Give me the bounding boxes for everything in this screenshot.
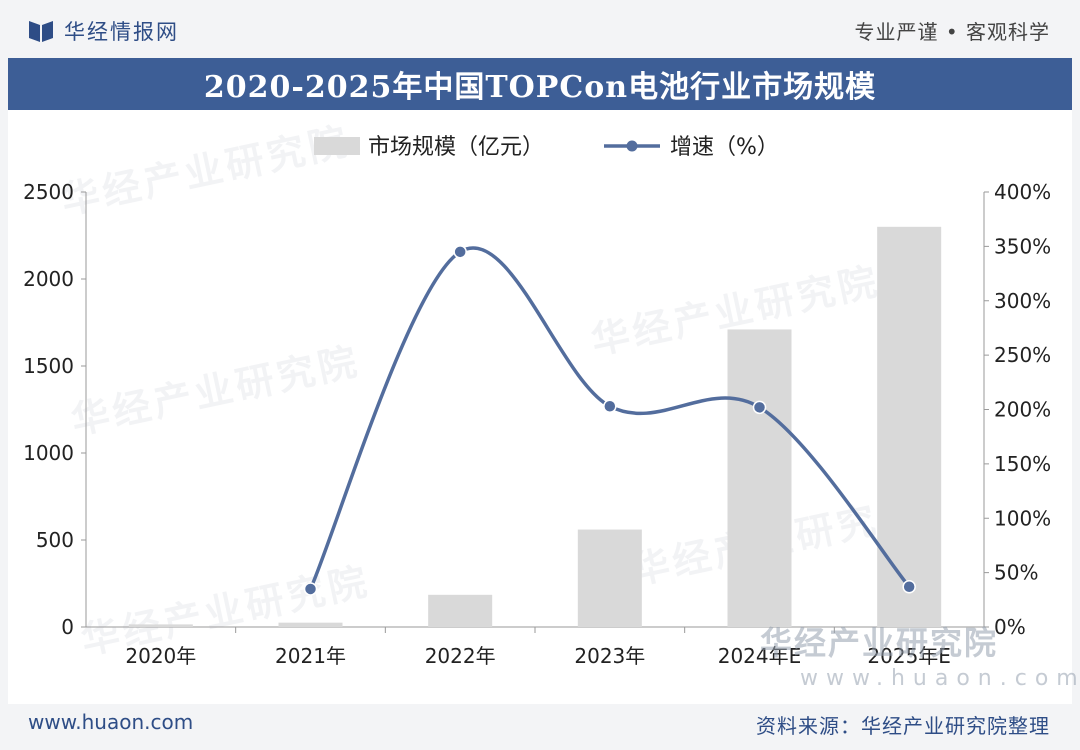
growth-point — [603, 399, 617, 413]
bar — [128, 624, 193, 627]
growth-point — [303, 582, 318, 596]
y-right-tick-label: 200% — [994, 398, 1051, 422]
page-title: 2020-2025年中国TOPCon电池行业市场规模 — [203, 70, 877, 105]
watermark-brand-large: 华经产业研究院 — [760, 624, 999, 662]
footer-url-link[interactable]: www.huaon.com — [28, 710, 194, 734]
brand-logo[interactable]: 华经情报网 — [28, 16, 179, 46]
y-right-tick-label: 350% — [994, 234, 1051, 258]
slogan: 专业严谨 • 客观科学 — [854, 20, 1050, 44]
x-tick-label: 2023年 — [574, 644, 645, 668]
watermark-url: www.huaon.com — [800, 666, 1080, 691]
y-left-tick-label: 0 — [61, 615, 74, 639]
growth-point — [902, 580, 916, 594]
growth-point — [453, 245, 467, 259]
growth-line — [308, 246, 911, 590]
legend-bar-swatch — [314, 137, 360, 155]
y-right-tick-label: 250% — [994, 343, 1051, 367]
header: 华经情报网 专业严谨 • 客观科学 — [0, 0, 1080, 56]
bar — [577, 529, 642, 627]
logo-book-icon — [29, 21, 53, 42]
chart-title-bar: 2020-2025年中国TOPCon电池行业市场规模 — [8, 58, 1072, 110]
bar — [877, 226, 942, 628]
bar — [727, 329, 792, 627]
combo-chart: 0 500 1000 1500 2000 2500 0% 50% 100% 150% 200% 250… — [23, 135, 1051, 668]
x-tick-label: 2021年 — [275, 644, 346, 668]
growth-point — [752, 400, 767, 415]
bar — [278, 622, 343, 627]
y-right-tick-label: 100% — [994, 506, 1051, 530]
y-right-tick-label: 0% — [994, 615, 1026, 639]
logo-text: 华经情报网 — [64, 20, 179, 44]
y-right-tick-label: 150% — [994, 452, 1051, 476]
chart-area: 华经产业研究院 华经产业研究院 华经产业研究院 华经产业研究院 华经产业研究院 … — [8, 110, 1072, 704]
x-tick-label: 2024年E — [718, 644, 802, 668]
y-right-tick-label: 300% — [994, 289, 1051, 313]
y-left-tick-label: 2000 — [23, 267, 74, 291]
y-left-tick-label: 1500 — [23, 354, 74, 378]
x-tick-label: 2020年 — [125, 644, 196, 668]
legend-line-marker — [626, 140, 638, 152]
legend-line-label: 增速（%） — [670, 135, 779, 160]
x-tick-label: 2025年E — [867, 644, 951, 668]
y-left-tick-label: 500 — [36, 528, 74, 552]
x-tick-label: 2022年 — [425, 644, 496, 668]
footer-source: 资料来源：华经产业研究院整理 — [756, 714, 1050, 738]
y-right-tick-label: 50% — [994, 561, 1038, 585]
y-left-tick-label: 1000 — [23, 441, 74, 465]
y-right-tick-label: 400% — [994, 180, 1051, 204]
y-left-tick-label: 2500 — [23, 180, 74, 204]
bar — [428, 594, 493, 627]
footer: www.huaon.com 资料来源：华经产业研究院整理 — [0, 704, 1080, 750]
legend-bar-label: 市场规模（亿元） — [368, 135, 544, 160]
